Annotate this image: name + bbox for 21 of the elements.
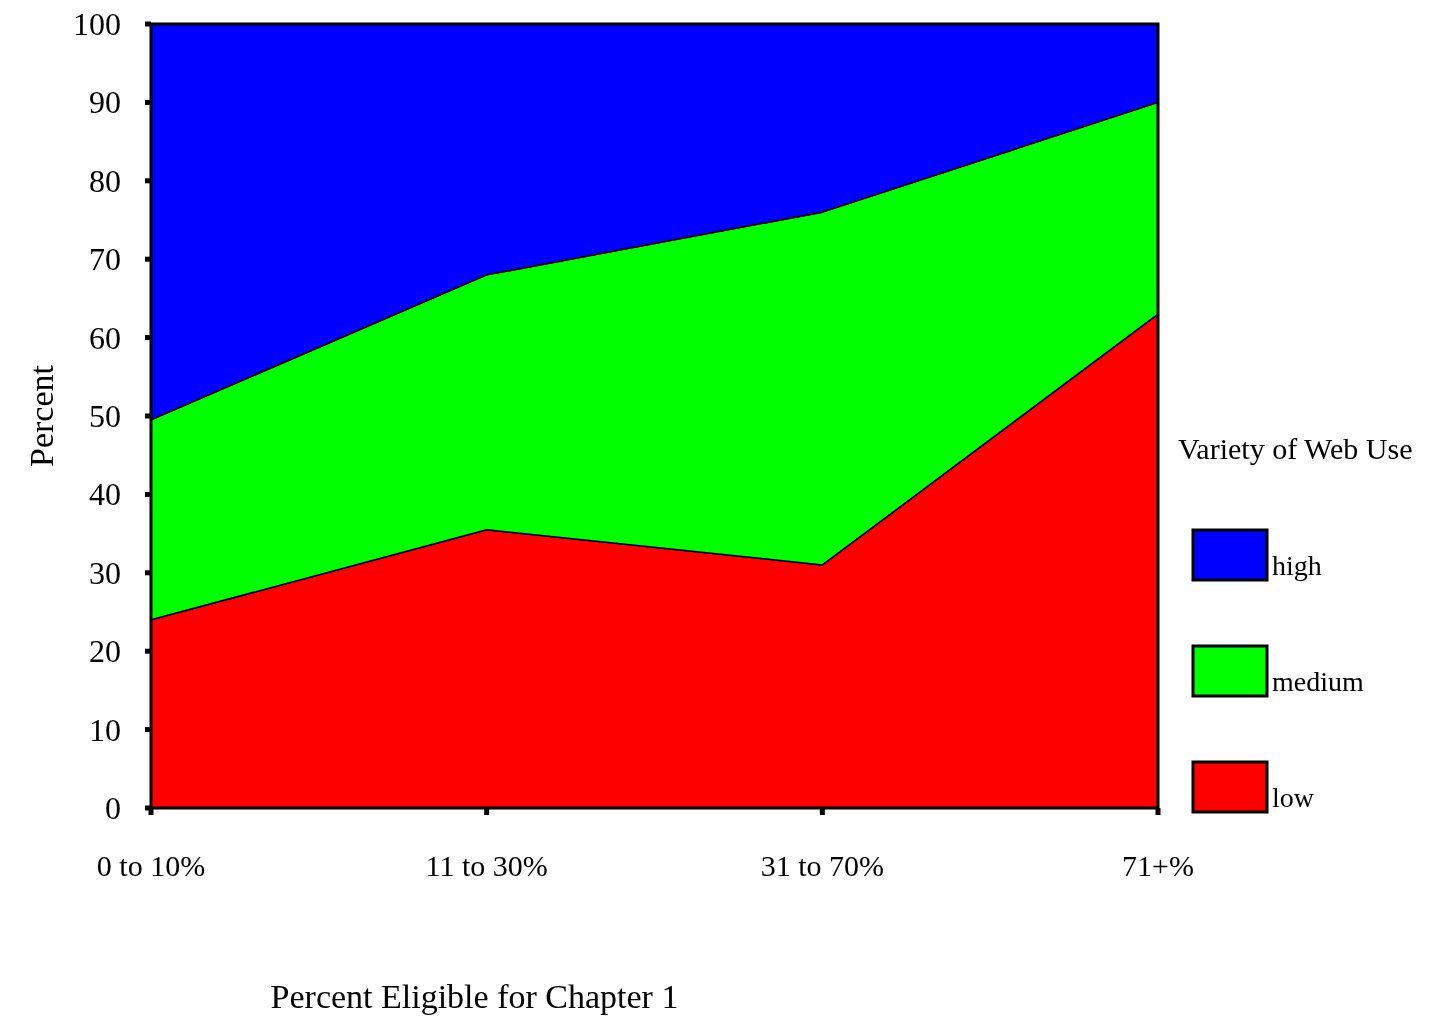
- y-tick-label: 20: [89, 633, 121, 670]
- x-tick-label: 0 to 10%: [96, 849, 206, 882]
- legend-label: medium: [1272, 666, 1364, 697]
- y-tick-label: 70: [89, 241, 121, 278]
- y-tick-label: 40: [89, 476, 121, 513]
- y-tick-label: 10: [89, 711, 121, 748]
- y-axis-title: Percent: [23, 364, 60, 467]
- y-tick-label: 30: [89, 554, 121, 591]
- legend-title: Variety of Web Use: [1178, 431, 1413, 465]
- x-tick-label: 31 to 70%: [760, 849, 884, 882]
- legend-label: low: [1272, 782, 1315, 813]
- x-tick-label: 71+%: [1122, 849, 1194, 882]
- y-tick-label: 100: [73, 6, 121, 42]
- y-tick-label: 0: [105, 790, 121, 826]
- y-tick-label: 60: [89, 319, 121, 356]
- y-tick-label: 90: [89, 84, 121, 121]
- x-axis-title: Percent Eligible for Chapter 1: [270, 978, 679, 1015]
- y-tick-label: 80: [89, 162, 121, 199]
- y-tick-label: 50: [89, 398, 121, 434]
- x-tick-label: 11 to 30%: [425, 849, 548, 882]
- legend-label: high: [1272, 550, 1322, 581]
